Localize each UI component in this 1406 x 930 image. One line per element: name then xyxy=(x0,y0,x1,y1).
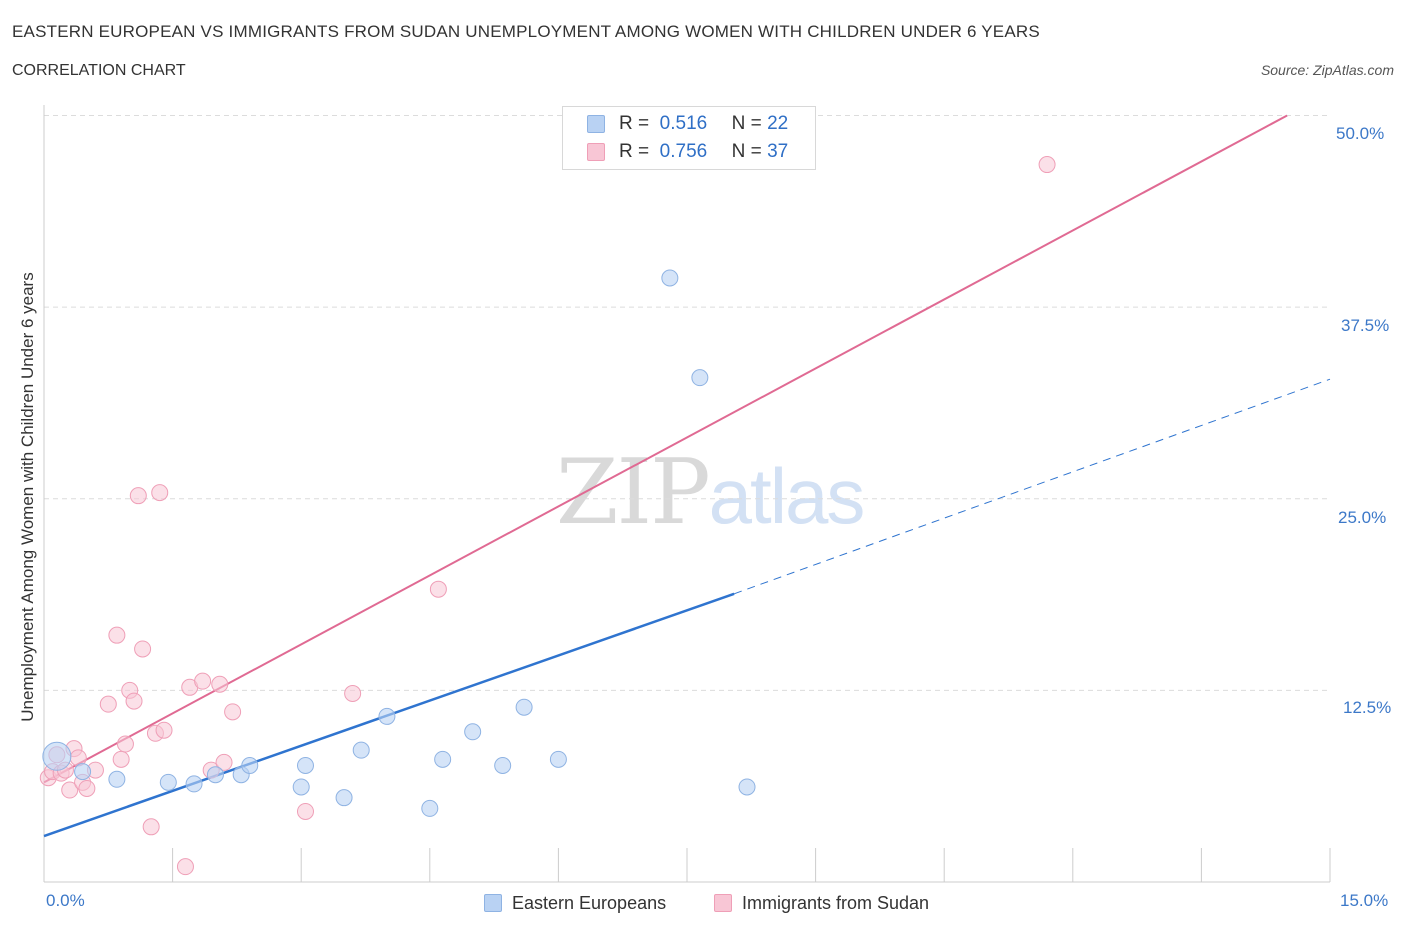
bottom-legend-swatch-blue xyxy=(484,894,502,912)
point-immigrants-sudan xyxy=(1038,156,1056,174)
y-tick-label-37-5: 37.5% xyxy=(1341,316,1390,335)
point-immigrants-sudan xyxy=(296,802,314,820)
y-tick-label-25: 25.0% xyxy=(1338,508,1387,527)
point-eastern-europeans xyxy=(185,775,203,793)
watermark-atlas: atlas xyxy=(708,452,866,540)
legend-n-value: 22 xyxy=(767,113,789,134)
legend-r-value: 0.516 xyxy=(659,113,708,134)
point-eastern-europeans xyxy=(738,778,756,796)
point-immigrants-sudan xyxy=(155,721,173,739)
point-eastern-europeans xyxy=(42,741,72,771)
point-immigrants-sudan xyxy=(224,703,242,721)
bottom-legend-immigrants-sudan: Immigrants from Sudan xyxy=(714,890,929,916)
legend-n-value: 37 xyxy=(767,141,789,162)
point-eastern-europeans xyxy=(661,269,679,287)
point-immigrants-sudan xyxy=(151,484,169,502)
point-eastern-europeans xyxy=(421,799,439,817)
point-immigrants-sudan xyxy=(108,626,126,644)
point-immigrants-sudan xyxy=(211,675,229,693)
point-eastern-europeans xyxy=(206,766,224,784)
point-eastern-europeans xyxy=(515,698,533,716)
point-immigrants-sudan xyxy=(112,750,130,768)
bottom-legend-label-blue: Eastern Europeans xyxy=(512,892,667,913)
bottom-legend-eastern-europeans: Eastern Europeans xyxy=(484,890,666,916)
bottom-legend-swatch-pink xyxy=(714,894,732,912)
point-eastern-europeans xyxy=(74,763,92,781)
grid-lines xyxy=(44,115,1330,691)
legend-r-label: R = xyxy=(619,141,650,162)
y-tick-label-50: 50.0% xyxy=(1336,124,1385,143)
point-eastern-europeans xyxy=(296,756,314,774)
point-immigrants-sudan xyxy=(142,818,160,836)
point-eastern-europeans xyxy=(691,369,709,387)
point-immigrants-sudan xyxy=(134,640,152,658)
point-eastern-europeans xyxy=(378,707,396,725)
point-immigrants-sudan xyxy=(125,692,143,710)
point-eastern-europeans xyxy=(549,750,567,768)
data-points xyxy=(39,156,1056,876)
trend-line-immigrants-sudan xyxy=(43,114,1288,784)
legend-n-label: N = xyxy=(731,141,762,162)
point-immigrants-sudan xyxy=(61,781,79,799)
legend-r-label: R = xyxy=(619,113,650,134)
chart-title: EASTERN EUROPEAN VS IMMIGRANTS FROM SUDA… xyxy=(12,22,1040,41)
legend-n-label: N = xyxy=(731,113,762,134)
trend-lines xyxy=(43,114,1331,838)
x-tick-label-min: 0.0% xyxy=(46,891,85,910)
point-immigrants-sudan xyxy=(78,779,96,797)
point-immigrants-sudan xyxy=(344,684,362,702)
point-eastern-europeans xyxy=(241,756,259,774)
bottom-legend-label-pink: Immigrants from Sudan xyxy=(742,892,930,913)
point-immigrants-sudan xyxy=(129,487,147,505)
axes xyxy=(43,105,1331,883)
point-eastern-europeans xyxy=(494,756,512,774)
correlation-legend: R = 0.516 N = 22 R = 0.756 N = 37 xyxy=(562,106,816,170)
point-eastern-europeans xyxy=(335,789,353,807)
point-eastern-europeans xyxy=(292,778,310,796)
point-immigrants-sudan xyxy=(429,580,447,598)
point-immigrants-sudan xyxy=(215,753,233,771)
trend-line-extension-eastern-europeans xyxy=(733,378,1331,595)
y-axis-label: Unemployment Among Women with Children U… xyxy=(18,272,37,722)
point-immigrants-sudan xyxy=(116,735,134,753)
legend-row-eastern-europeans: R = 0.516 N = 22 xyxy=(587,112,788,136)
legend-swatch-pink xyxy=(587,143,605,161)
y-tick-label-12-5: 12.5% xyxy=(1343,698,1392,717)
legend-row-immigrants-sudan: R = 0.756 N = 37 xyxy=(587,140,788,164)
point-immigrants-sudan xyxy=(99,695,117,713)
point-eastern-europeans xyxy=(464,723,482,741)
source-label: Source: ZipAtlas.com xyxy=(1260,62,1394,78)
x-tick-label-max: 15.0% xyxy=(1340,891,1389,910)
point-eastern-europeans xyxy=(352,741,370,759)
point-eastern-europeans xyxy=(159,773,177,791)
legend-r-value: 0.756 xyxy=(659,141,708,162)
point-eastern-europeans xyxy=(108,770,126,788)
point-immigrants-sudan xyxy=(176,858,194,876)
legend-swatch-blue xyxy=(587,115,605,133)
chart-subtitle: CORRELATION CHART xyxy=(12,62,186,79)
watermark-zip: ZIP xyxy=(556,440,711,545)
point-immigrants-sudan xyxy=(194,672,212,690)
point-eastern-europeans xyxy=(434,750,452,768)
watermark: ZIPatlas xyxy=(556,440,866,545)
